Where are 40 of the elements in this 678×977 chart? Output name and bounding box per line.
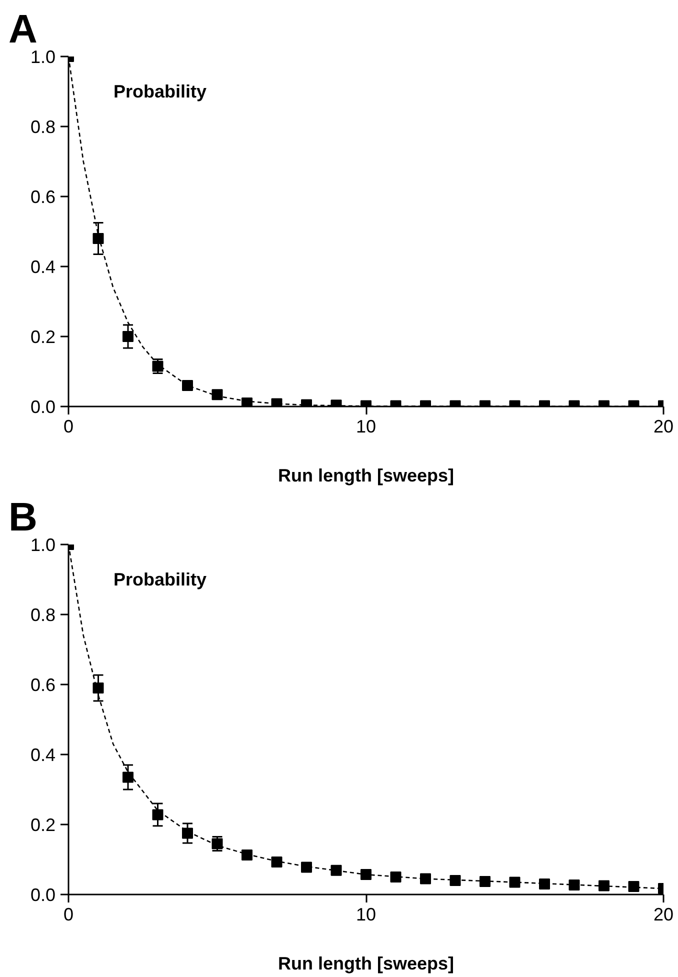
point (360, 869, 372, 880)
y-tick-label: 0.2 (30, 327, 56, 347)
point (152, 809, 164, 820)
point (122, 772, 134, 783)
x-tick-label: 10 (356, 416, 376, 436)
point (509, 876, 520, 888)
point (450, 875, 461, 886)
point (122, 331, 134, 342)
y-tick-label: 0.6 (30, 675, 56, 695)
y-axis-title: Probability (114, 82, 207, 102)
x-tick-label: 20 (653, 904, 674, 924)
x-tick-label: 0 (63, 904, 74, 924)
point (568, 880, 580, 891)
y-tick-label: 0.6 (30, 187, 56, 207)
x-axis-title: Run length [sweeps] (278, 466, 454, 486)
point (182, 828, 193, 839)
point (271, 856, 282, 868)
x-axis-title: Run length [sweeps] (278, 954, 454, 974)
x-tick-label: 10 (356, 904, 376, 924)
point (480, 876, 490, 888)
y-tick-label: 0.4 (30, 257, 56, 277)
point (242, 849, 252, 860)
point (420, 873, 431, 884)
point (628, 880, 640, 892)
point (92, 233, 104, 244)
y-tick-label: 0.0 (30, 885, 56, 905)
y-tick-label: 0.8 (30, 605, 56, 625)
y-tick-label: 0.4 (30, 745, 56, 765)
point (539, 878, 550, 890)
y-axis-title: Probability (114, 570, 207, 590)
point (330, 864, 342, 876)
x-tick-label: 20 (653, 416, 674, 436)
y-tick-label: 0.2 (30, 815, 56, 835)
point (301, 862, 312, 873)
y-tick-label: 0.8 (30, 117, 56, 137)
point (598, 880, 610, 892)
point (92, 682, 104, 694)
x-tick-label: 0 (63, 416, 74, 436)
point (390, 872, 402, 882)
y-tick-label: 0.0 (30, 397, 56, 417)
